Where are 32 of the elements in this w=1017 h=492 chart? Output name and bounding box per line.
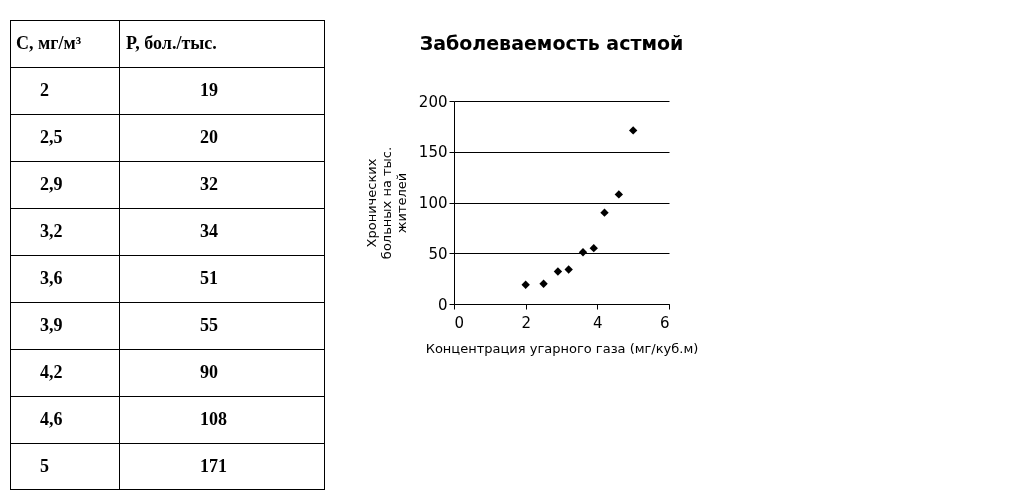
text: 51 [200,267,218,288]
x-tick-label: 0 [454,313,465,332]
y-tick-label: 200 [418,92,448,111]
x-tick-label: 2 [521,313,531,332]
text: 3,9 [40,314,63,335]
text: 90 [200,361,218,382]
text: 171 [200,455,227,476]
text: 3,6 [40,267,63,288]
text: 34 [200,220,218,241]
text: 2 [40,79,49,100]
text: 2,9 [40,173,63,194]
y-tick-label: 50 [428,244,448,263]
text: P, бол./тыс. [126,32,217,53]
text: 20 [200,126,218,147]
text: 2,5 [40,126,63,147]
text: 4,2 [40,361,63,382]
y-tick-label: 150 [418,143,448,162]
text: 108 [200,408,227,429]
x-axis-title: Концентрация угарного газа (мг/куб.м) [425,340,699,356]
y-tick-label: 100 [418,194,448,212]
text: 55 [200,314,218,335]
chart-title: Заболеваемость астмой [419,32,684,54]
text: 4,6 [40,408,63,429]
x-tick-label: 4 [593,313,603,332]
text: 3,2 [40,220,63,241]
text: 32 [200,173,218,194]
y-axis-title: Хронических больных на тыс. жителей [363,146,409,260]
text: 5 [40,455,49,476]
text: 19 [200,79,218,100]
text: C, мг/м³ [16,32,82,53]
y-tick-label: 0 [437,295,448,314]
x-tick-label: 6 [659,313,670,332]
